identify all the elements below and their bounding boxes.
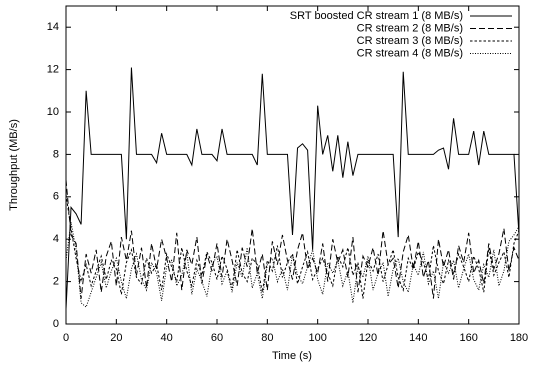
plot-frame <box>65 5 520 325</box>
x-tick-label: 120 <box>359 332 377 344</box>
y-tick-label: 4 <box>53 233 59 245</box>
y-tick-label: 8 <box>53 148 59 160</box>
x-tick-label: 100 <box>308 332 326 344</box>
series-line <box>65 222 520 308</box>
x-tick-label: 140 <box>409 332 427 344</box>
y-tick-label: 10 <box>47 106 59 118</box>
y-tick-label: 12 <box>47 64 59 76</box>
x-axis-label: Time (s) <box>272 350 312 362</box>
series-line <box>65 179 520 299</box>
legend-label: CR stream 3 (8 MB/s) <box>357 35 463 47</box>
x-tick-label: 180 <box>510 332 528 344</box>
series-line <box>65 194 520 299</box>
x-tick-label: 0 <box>63 332 69 344</box>
x-tick-label: 80 <box>261 332 273 344</box>
legend-label: SRT boosted CR stream 1 (8 MB/s) <box>290 10 463 22</box>
y-axis-label: Throughput (MB/s) <box>8 119 20 211</box>
legend-label: CR stream 4 (8 MB/s) <box>357 47 463 59</box>
x-tick-label: 20 <box>110 332 122 344</box>
y-tick-label: 6 <box>53 191 59 203</box>
x-tick-label: 60 <box>211 332 223 344</box>
y-tick-label: 14 <box>47 21 59 33</box>
x-tick-label: 40 <box>161 332 173 344</box>
x-tick-label: 160 <box>459 332 477 344</box>
legend-label: CR stream 2 (8 MB/s) <box>357 22 463 34</box>
series-line <box>65 67 520 310</box>
y-tick-label: 0 <box>53 318 59 330</box>
y-tick-label: 2 <box>53 276 59 288</box>
